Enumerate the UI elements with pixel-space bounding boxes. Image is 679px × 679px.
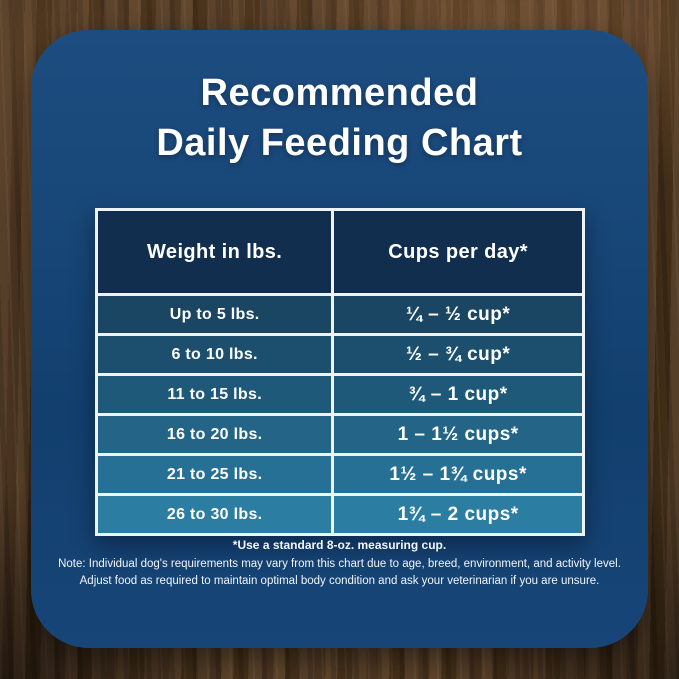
column-header-weight: Weight in lbs. (98, 211, 332, 293)
table-row-2-weight: 6 to 10 lbs. (98, 336, 332, 373)
feeding-table-grid: Weight in lbs. Cups per day* Up to 5 lbs… (98, 211, 582, 533)
page-title: Recommended Daily Feeding Chart (31, 68, 648, 168)
table-row-6-cups: 1¾ – 2 cups* (334, 496, 582, 533)
table-row-5-weight: 21 to 25 lbs. (98, 456, 332, 493)
table-row-5-cups: 1½ – 1¾ cups* (334, 456, 582, 493)
feeding-chart-card: Recommended Daily Feeding Chart Weight i… (31, 30, 648, 648)
footnote-note-line-2: Adjust food as required to maintain opti… (79, 574, 600, 587)
feeding-table: Weight in lbs. Cups per day* Up to 5 lbs… (95, 208, 585, 536)
table-row-6-weight: 26 to 30 lbs. (98, 496, 332, 533)
footnotes: *Use a standard 8-oz. measuring cup. Not… (31, 536, 648, 591)
table-row-2-cups: ½ – ¾ cup* (334, 336, 582, 373)
footnote-note-line-1: Note: Individual dog's requirements may … (58, 557, 621, 570)
page-title-line-1: Recommended (200, 72, 479, 114)
table-row-1-cups: ¼ – ½ cup* (334, 296, 582, 333)
table-row-4-weight: 16 to 20 lbs. (98, 416, 332, 453)
table-row-1-weight: Up to 5 lbs. (98, 296, 332, 333)
table-row-3-weight: 11 to 15 lbs. (98, 376, 332, 413)
column-header-cups: Cups per day* (334, 211, 582, 293)
page-title-line-2: Daily Feeding Chart (156, 122, 523, 165)
table-row-4-cups: 1 – 1½ cups* (334, 416, 582, 453)
footnote-measuring-cup: *Use a standard 8-oz. measuring cup. (232, 537, 447, 552)
table-row-3-cups: ¾ – 1 cup* (334, 376, 582, 413)
